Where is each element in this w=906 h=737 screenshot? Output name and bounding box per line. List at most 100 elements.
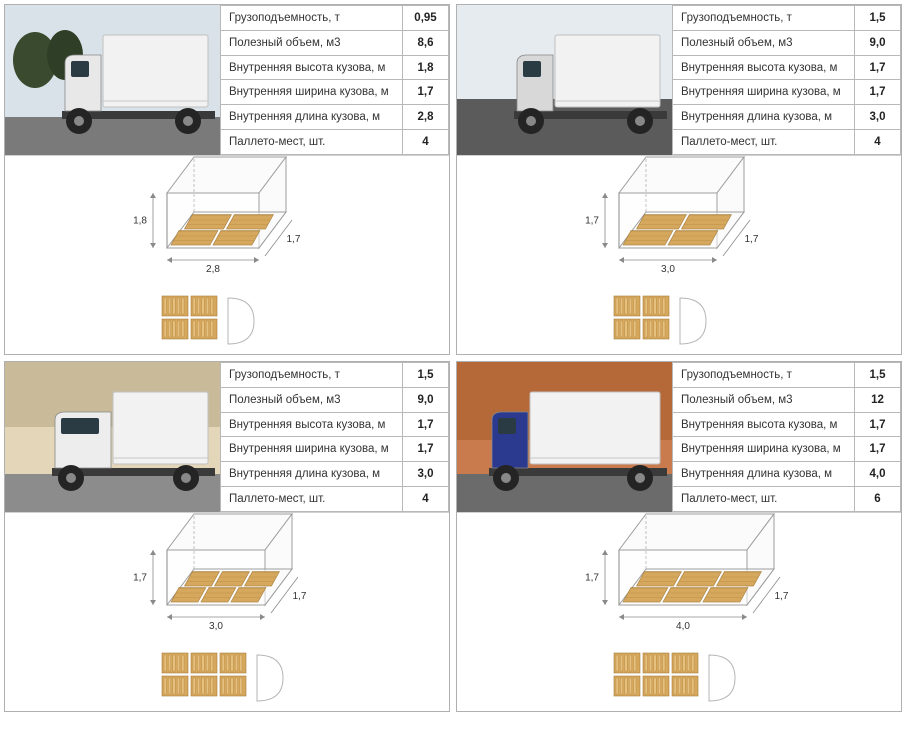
spec-row: Паллето-мест, шт. 4 [673, 130, 901, 155]
spec-label: Внутренняя длина кузова, м [221, 105, 403, 130]
spec-label: Полезный объем, м3 [673, 30, 855, 55]
svg-text:1,7: 1,7 [775, 591, 789, 602]
spec-row: Грузоподъемность, т 0,95 [221, 6, 449, 31]
spec-label: Внутренняя ширина кузова, м [673, 80, 855, 105]
spec-value: 4,0 [855, 462, 901, 487]
spec-label: Грузоподъемность, т [221, 6, 403, 31]
spec-value: 3,0 [403, 462, 449, 487]
card-top-row: Грузоподъемность, т 1,5 Полезный объем, … [457, 5, 901, 156]
spec-row: Внутренняя длина кузова, м 4,0 [673, 462, 901, 487]
truck-photo [5, 362, 220, 512]
svg-text:1,7: 1,7 [293, 591, 307, 602]
spec-label: Внутренняя ширина кузова, м [673, 437, 855, 462]
spec-label: Внутренняя высота кузова, м [673, 412, 855, 437]
spec-value: 2,8 [403, 105, 449, 130]
spec-row: Внутренняя длина кузова, м 3,0 [673, 105, 901, 130]
spec-row: Грузоподъемность, т 1,5 [221, 363, 449, 388]
svg-text:3,0: 3,0 [209, 621, 223, 632]
spec-value: 1,7 [855, 80, 901, 105]
spec-label: Внутренняя ширина кузова, м [221, 80, 403, 105]
svg-text:4,0: 4,0 [676, 621, 690, 632]
spec-row: Внутренняя высота кузова, м 1,7 [221, 412, 449, 437]
spec-row: Внутренняя длина кузова, м 2,8 [221, 105, 449, 130]
spec-value: 8,6 [403, 30, 449, 55]
truck-card: Грузоподъемность, т 1,5 Полезный объем, … [456, 361, 902, 712]
svg-text:3,0: 3,0 [661, 264, 675, 275]
spec-table: Грузоподъемность, т 1,5 Полезный объем, … [220, 362, 449, 512]
truck-photo [457, 5, 672, 155]
spec-value: 9,0 [403, 387, 449, 412]
spec-table: Грузоподъемность, т 0,95 Полезный объем,… [220, 5, 449, 155]
spec-table: Грузоподъемность, т 1,5 Полезный объем, … [672, 362, 901, 512]
truck-card: Грузоподъемность, т 1,5 Полезный объем, … [4, 361, 450, 712]
spec-row: Внутренняя высота кузова, м 1,7 [673, 412, 901, 437]
card-top-row: Грузоподъемность, т 0,95 Полезный объем,… [5, 5, 449, 156]
spec-value: 1,5 [855, 363, 901, 388]
spec-table: Грузоподъемность, т 1,5 Полезный объем, … [672, 5, 901, 155]
spec-label: Паллето-мест, шт. [221, 130, 403, 155]
svg-text:2,8: 2,8 [206, 264, 220, 275]
spec-value: 1,7 [855, 55, 901, 80]
spec-value: 1,5 [855, 6, 901, 31]
spec-row: Внутренняя длина кузова, м 3,0 [221, 462, 449, 487]
spec-label: Внутренняя высота кузова, м [221, 55, 403, 80]
spec-row: Внутренняя высота кузова, м 1,7 [673, 55, 901, 80]
card-top-row: Грузоподъемность, т 1,5 Полезный объем, … [457, 362, 901, 513]
truck-photo [5, 5, 220, 155]
spec-row: Внутренняя ширина кузова, м 1,7 [221, 437, 449, 462]
spec-row: Полезный объем, м3 9,0 [221, 387, 449, 412]
spec-value: 1,7 [403, 412, 449, 437]
svg-text:1,7: 1,7 [287, 234, 301, 245]
spec-row: Паллето-мест, шт. 4 [221, 487, 449, 512]
svg-text:1,8: 1,8 [133, 216, 147, 227]
spec-row: Внутренняя ширина кузова, м 1,7 [673, 80, 901, 105]
svg-text:1,7: 1,7 [585, 216, 599, 227]
spec-label: Внутренняя длина кузова, м [673, 105, 855, 130]
spec-value: 1,7 [403, 437, 449, 462]
spec-value: 1,7 [855, 437, 901, 462]
spec-label: Внутренняя ширина кузова, м [221, 437, 403, 462]
spec-row: Внутренняя ширина кузова, м 1,7 [221, 80, 449, 105]
spec-label: Полезный объем, м3 [221, 30, 403, 55]
truck-photo [457, 362, 672, 512]
spec-label: Паллето-мест, шт. [673, 487, 855, 512]
spec-label: Грузоподъемность, т [673, 6, 855, 31]
svg-text:1,7: 1,7 [745, 234, 759, 245]
cargo-diagram: 1,7 4,0 1,7 12 м³ [457, 513, 901, 711]
cargo-diagram: 1,7 3,0 1,7 9 м³ [5, 513, 449, 711]
spec-row: Грузоподъемность, т 1,5 [673, 363, 901, 388]
spec-value: 4 [403, 130, 449, 155]
spec-row: Полезный объем, м3 8,6 [221, 30, 449, 55]
svg-text:1,7: 1,7 [585, 573, 599, 584]
spec-value: 0,95 [403, 6, 449, 31]
spec-value: 3,0 [855, 105, 901, 130]
spec-label: Внутренняя высота кузова, м [673, 55, 855, 80]
spec-value: 4 [855, 130, 901, 155]
spec-row: Полезный объем, м3 12 [673, 387, 901, 412]
cargo-diagram: 1,7 3,0 1,7 9 м³ [457, 156, 901, 354]
spec-label: Паллето-мест, шт. [221, 487, 403, 512]
spec-label: Полезный объем, м3 [673, 387, 855, 412]
spec-label: Внутренняя высота кузова, м [221, 412, 403, 437]
spec-row: Паллето-мест, шт. 6 [673, 487, 901, 512]
spec-value: 1,7 [403, 80, 449, 105]
cargo-diagram: 1,8 2,8 1,7 8,6 м³ [5, 156, 449, 354]
truck-card: Грузоподъемность, т 0,95 Полезный объем,… [4, 4, 450, 355]
spec-label: Грузоподъемность, т [221, 363, 403, 388]
spec-row: Полезный объем, м3 9,0 [673, 30, 901, 55]
spec-row: Внутренняя высота кузова, м 1,8 [221, 55, 449, 80]
spec-value: 1,7 [855, 412, 901, 437]
card-top-row: Грузоподъемность, т 1,5 Полезный объем, … [5, 362, 449, 513]
spec-row: Внутренняя ширина кузова, м 1,7 [673, 437, 901, 462]
spec-value: 4 [403, 487, 449, 512]
spec-label: Внутренняя длина кузова, м [673, 462, 855, 487]
truck-card: Грузоподъемность, т 1,5 Полезный объем, … [456, 4, 902, 355]
spec-value: 9,0 [855, 30, 901, 55]
spec-value: 1,5 [403, 363, 449, 388]
spec-label: Грузоподъемность, т [673, 363, 855, 388]
spec-value: 6 [855, 487, 901, 512]
spec-row: Паллето-мест, шт. 4 [221, 130, 449, 155]
svg-text:1,7: 1,7 [133, 573, 147, 584]
spec-row: Грузоподъемность, т 1,5 [673, 6, 901, 31]
spec-label: Паллето-мест, шт. [673, 130, 855, 155]
